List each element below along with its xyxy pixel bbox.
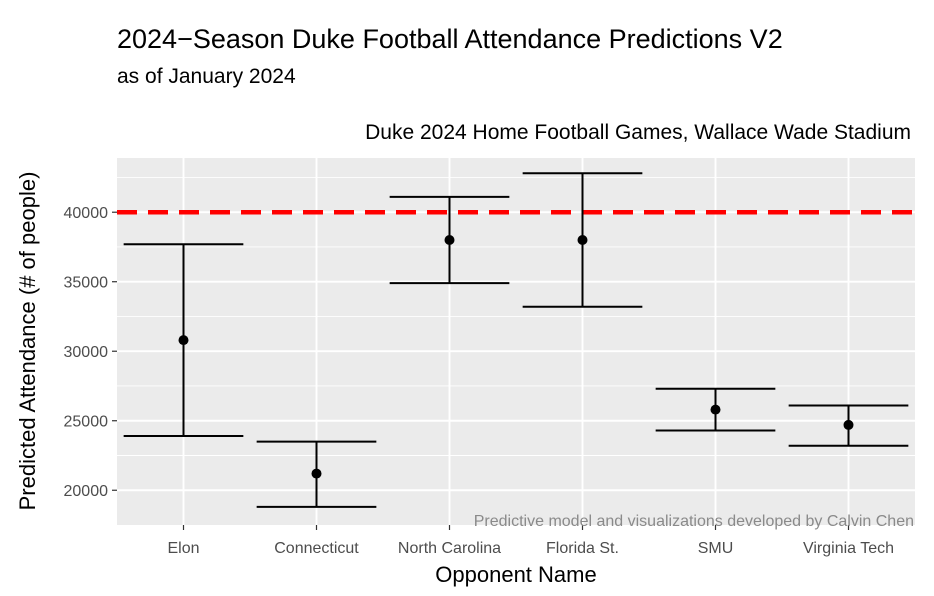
prediction-point: [710, 404, 721, 415]
x-tick-label: Florida St.: [546, 540, 619, 557]
x-axis-title: Opponent Name: [435, 562, 596, 587]
y-axis-ticks: 20000 25000 30000 35000 40000: [64, 205, 117, 500]
y-tick-label: 35000: [64, 275, 109, 292]
chart-title: 2024−Season Duke Football Attendance Pre…: [117, 24, 783, 54]
prediction-point: [444, 235, 455, 246]
x-tick-label: Elon: [167, 540, 199, 557]
x-tick-label: Connecticut: [274, 540, 359, 557]
error-bars: [123, 172, 909, 508]
chart-caption: Predictive model and visualizations deve…: [474, 513, 914, 530]
y-tick-label: 40000: [64, 205, 109, 222]
y-tick-label: 25000: [64, 414, 109, 431]
x-tick-label: SMU: [698, 540, 734, 557]
y-tick-label: 20000: [64, 483, 109, 500]
plot-panel: [117, 158, 915, 525]
x-axis-ticks: Elon Connecticut North Carolina Florida St.…: [167, 525, 894, 557]
prediction-point: [311, 468, 322, 479]
x-tick-label: Virginia Tech: [803, 540, 894, 557]
chart-subtitle: as of January 2024: [117, 65, 296, 88]
prediction-point: [843, 419, 854, 430]
y-tick-label: 30000: [64, 344, 109, 361]
prediction-point: [577, 235, 588, 246]
panel-label: Duke 2024 Home Football Games, Wallace W…: [365, 121, 911, 144]
prediction-point: [178, 335, 189, 346]
x-tick-label: North Carolina: [398, 540, 501, 557]
y-axis-title: Predicted Attendance (# of people): [15, 172, 40, 511]
